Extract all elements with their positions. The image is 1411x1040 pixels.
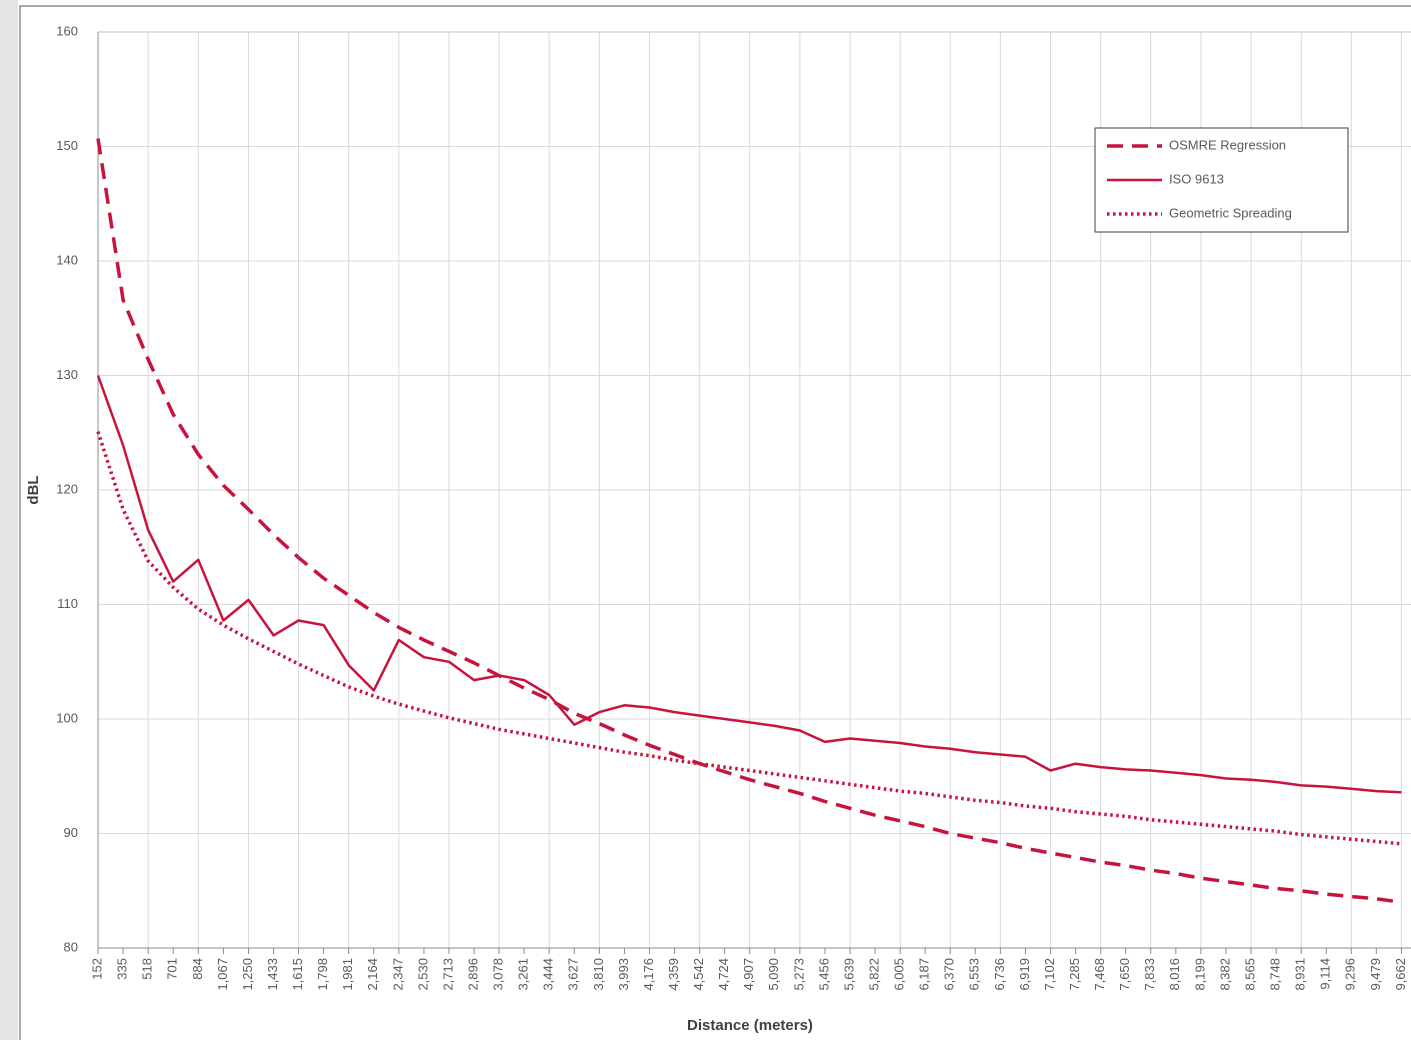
x-tick-label: 335 <box>115 958 130 980</box>
x-tick-label: 8,016 <box>1167 958 1182 991</box>
x-tick-label: 2,164 <box>365 958 380 991</box>
legend-label: OSMRE Regression <box>1169 137 1286 152</box>
x-tick-label: 9,662 <box>1393 958 1408 991</box>
x-tick-label: 3,444 <box>541 958 556 991</box>
plot-lines <box>96 138 1402 904</box>
x-tick-label: 2,347 <box>390 958 405 991</box>
x-tick-label: 6,919 <box>1017 958 1032 991</box>
x-tick-label: 7,102 <box>1042 958 1057 991</box>
x-tick-label: 5,639 <box>841 958 856 991</box>
x-tick-label: 1,798 <box>315 958 330 991</box>
x-tick-label: 4,907 <box>741 958 756 991</box>
x-tick-label: 701 <box>165 958 180 980</box>
x-tick-label: 8,748 <box>1268 958 1283 991</box>
x-tick-label: 5,090 <box>766 958 781 991</box>
x-tick-label: 9,114 <box>1318 958 1333 990</box>
x-tick-label: 3,627 <box>566 958 581 991</box>
series-line <box>96 138 1402 904</box>
x-tick-label: 6,370 <box>942 958 957 991</box>
x-tick-label: 4,724 <box>716 958 731 991</box>
series-line <box>96 375 1402 794</box>
x-tick-label: 7,285 <box>1067 958 1082 991</box>
x-tick-label: 9,479 <box>1368 958 1383 991</box>
x-tick-label: 6,005 <box>892 958 907 991</box>
x-tick-label: 6,736 <box>992 958 1007 991</box>
x-tick-label: 5,456 <box>816 958 831 991</box>
y-tick-label: 150 <box>56 138 78 153</box>
x-axis-title: Distance (meters) <box>687 1017 813 1034</box>
y-tick-label: 100 <box>56 710 78 725</box>
x-tick-label: 1,250 <box>240 958 255 991</box>
x-tick-label: 1,981 <box>340 958 355 991</box>
x-tick-label: 1,067 <box>215 958 230 991</box>
x-tick-label: 4,359 <box>666 958 681 991</box>
x-tick-label: 7,650 <box>1117 958 1132 991</box>
side-strip <box>0 0 18 1040</box>
y-tick-label: 160 <box>56 23 78 38</box>
x-tick-label: 1,433 <box>265 958 280 991</box>
x-tick-label: 8,199 <box>1192 958 1207 991</box>
legend-label: ISO 9613 <box>1169 171 1224 186</box>
x-tick-label: 2,530 <box>415 958 430 991</box>
x-tick-label: 3,993 <box>616 958 631 991</box>
x-tick-label: 5,822 <box>867 958 882 991</box>
y-tick-label: 90 <box>64 825 78 840</box>
x-tick-label: 8,931 <box>1293 958 1308 991</box>
y-axis-title: dBL <box>25 475 42 504</box>
y-tick-label: 120 <box>56 481 78 496</box>
x-tick-label: 6,187 <box>917 958 932 991</box>
legend-label: Geometric Spreading <box>1169 205 1292 220</box>
x-tick-label: 4,176 <box>641 958 656 991</box>
x-tick-label: 4,542 <box>691 958 706 991</box>
x-tick-label: 7,468 <box>1092 958 1107 991</box>
x-tick-label: 518 <box>140 958 155 980</box>
x-tick-label: 9,296 <box>1343 958 1358 991</box>
y-tick-label: 140 <box>56 252 78 267</box>
x-tick-label: 152 <box>89 958 104 980</box>
y-tick-label: 110 <box>57 596 78 611</box>
x-tick-label: 1,615 <box>290 958 305 991</box>
x-tick-label: 884 <box>190 958 205 980</box>
x-tick-label: 3,810 <box>591 958 606 991</box>
x-tick-label: 7,833 <box>1142 958 1157 991</box>
x-tick-label: 3,078 <box>490 958 505 991</box>
x-tick-label: 3,261 <box>516 958 531 991</box>
x-tick-label: 6,553 <box>967 958 982 991</box>
x-tick-label: 5,273 <box>791 958 806 991</box>
x-tick-label: 2,896 <box>466 958 481 991</box>
series-line <box>96 431 1402 846</box>
x-tick-label: 8,382 <box>1217 958 1232 991</box>
x-tick-label: 8,565 <box>1242 958 1257 991</box>
y-tick-label: 80 <box>64 939 78 954</box>
grid <box>97 31 1411 954</box>
x-tick-label: 2,713 <box>440 958 455 991</box>
y-tick-label: 130 <box>56 367 78 382</box>
